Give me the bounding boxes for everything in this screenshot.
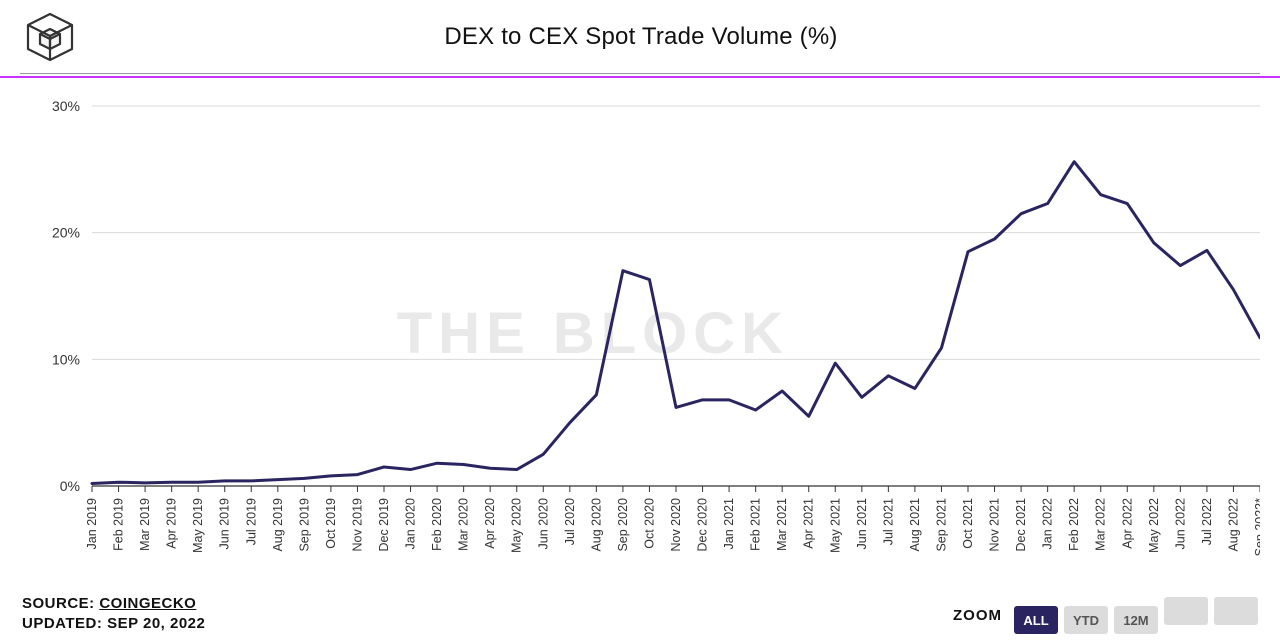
updated-value: SEP 20, 2022 — [107, 615, 205, 632]
x-axis-label: Oct 2020 — [642, 498, 656, 549]
x-axis-label: Apr 2020 — [483, 498, 497, 549]
x-axis-label: Jan 2020 — [404, 498, 418, 549]
x-axis-label: Feb 2022 — [1067, 498, 1081, 551]
zoom-btn-empty[interactable] — [1214, 597, 1258, 625]
x-axis-label: Apr 2019 — [165, 498, 179, 549]
x-axis-label: Aug 2019 — [271, 498, 285, 552]
x-axis-label: Sep 2020 — [616, 498, 630, 552]
x-axis-label: Nov 2019 — [350, 498, 364, 552]
source-info: SOURCE: COINGECKO UPDATED: SEP 20, 2022 — [22, 594, 205, 635]
x-axis-label: Jun 2022 — [1173, 498, 1187, 549]
line-chart: 0% 10% 20% 30% Jan 2019 Feb 2019 Mar 2019 Apr 2… — [20, 96, 1260, 576]
updated-label: UPDATED: — [22, 615, 102, 632]
chart-title: DEX to CEX Spot Trade Volume (%) — [78, 23, 1260, 51]
x-axis-label: Mar 2019 — [138, 498, 152, 551]
x-axis-label: Mar 2021 — [775, 498, 789, 551]
x-axis-label: Dec 2019 — [377, 498, 391, 552]
block-logo-icon — [22, 10, 78, 64]
x-axis-label: Jan 2022 — [1041, 498, 1055, 549]
zoom-btn-ytd[interactable]: YTD — [1064, 606, 1108, 634]
x-axis-label: Jul 2020 — [563, 498, 577, 545]
x-axis-label: Feb 2021 — [749, 498, 763, 551]
x-axis-label: Feb 2020 — [430, 498, 444, 551]
y-axis-label: 20% — [52, 225, 80, 241]
source-link[interactable]: COINGECKO — [99, 595, 196, 612]
source-label: SOURCE: — [22, 595, 95, 612]
x-axis-label: Apr 2022 — [1120, 498, 1134, 549]
x-axis-label: May 2021 — [828, 498, 842, 553]
x-axis-label: Nov 2021 — [988, 498, 1002, 552]
y-axis-label: 0% — [60, 478, 80, 494]
x-axis-label: Oct 2019 — [324, 498, 338, 549]
zoom-btn-all[interactable]: ALL — [1014, 606, 1058, 634]
x-axis-label: Apr 2021 — [802, 498, 816, 549]
x-axis-label: Aug 2021 — [908, 498, 922, 552]
x-axis-label: May 2022 — [1147, 498, 1161, 553]
x-axis-label: Feb 2019 — [112, 498, 126, 551]
x-axis-label: Jun 2020 — [536, 498, 550, 549]
x-axis-label: Jan 2019 — [85, 498, 99, 549]
y-axis-label: 30% — [52, 98, 80, 114]
chart-footer: SOURCE: COINGECKO UPDATED: SEP 20, 2022 … — [22, 594, 1258, 635]
chart-area: THE BLOCK 0%10%20%30%Jan 2019Feb 2019Mar… — [0, 78, 1280, 576]
x-axis-label: Mar 2020 — [457, 498, 471, 551]
x-axis-label: Aug 2022 — [1226, 498, 1240, 552]
zoom-btn-12m[interactable]: 12M — [1114, 606, 1158, 634]
x-axis-label: Jun 2019 — [218, 498, 232, 549]
x-axis-label: Sep 2021 — [934, 498, 948, 552]
x-axis-label: Sep 2022* — [1253, 498, 1260, 557]
x-axis-label: Jul 2021 — [881, 498, 895, 545]
zoom-controls: ZOOM ALLYTD12M — [953, 597, 1258, 635]
x-axis-label: Sep 2019 — [297, 498, 311, 552]
zoom-btn-empty[interactable] — [1164, 597, 1208, 625]
zoom-label: ZOOM — [953, 607, 1002, 624]
x-axis-label: Aug 2020 — [589, 498, 603, 552]
x-axis-label: May 2020 — [510, 498, 524, 553]
chart-header: DEX to CEX Spot Trade Volume (%) — [0, 0, 1280, 78]
data-series-line — [92, 162, 1260, 484]
y-axis-label: 10% — [52, 351, 80, 367]
x-axis-label: Jul 2019 — [244, 498, 258, 545]
x-axis-label: Nov 2020 — [669, 498, 683, 552]
x-axis-label: Jun 2021 — [855, 498, 869, 549]
x-axis-label: Oct 2021 — [961, 498, 975, 549]
x-axis-label: Dec 2020 — [696, 498, 710, 552]
x-axis-label: Jan 2021 — [722, 498, 736, 549]
x-axis-label: Dec 2021 — [1014, 498, 1028, 552]
x-axis-label: May 2019 — [191, 498, 205, 553]
x-axis-label: Mar 2022 — [1094, 498, 1108, 551]
x-axis-label: Jul 2022 — [1200, 498, 1214, 545]
